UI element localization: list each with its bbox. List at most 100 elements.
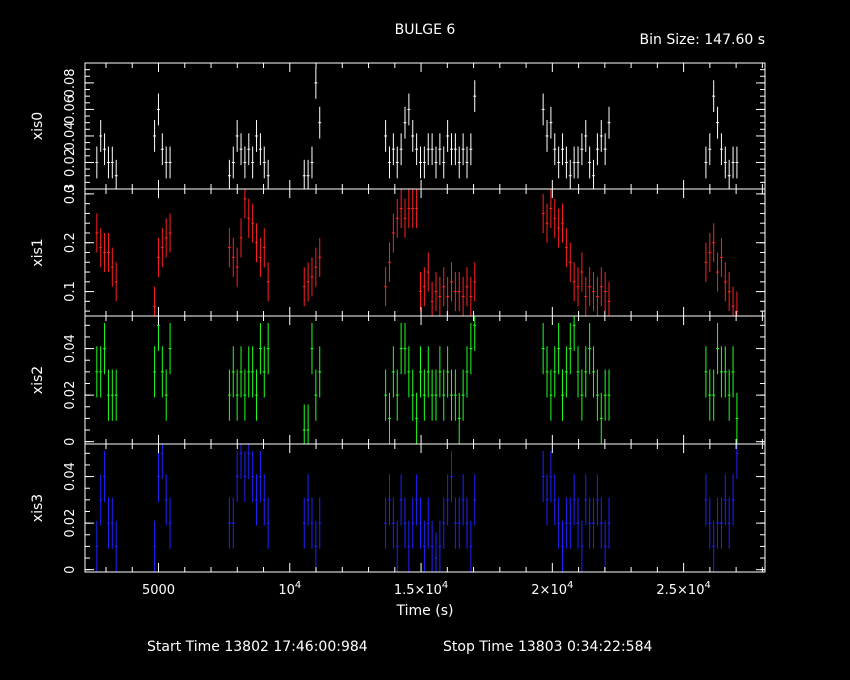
data-point	[388, 392, 391, 444]
data-point	[457, 146, 461, 179]
data-point	[258, 237, 262, 277]
data-point	[243, 450, 247, 503]
panel-label: xis2	[30, 366, 46, 394]
data-point	[446, 474, 450, 526]
data-point	[603, 133, 607, 166]
data-point	[580, 133, 584, 166]
data-point	[231, 497, 235, 549]
data-point	[153, 346, 157, 398]
data-point	[541, 93, 545, 126]
data-point	[568, 242, 572, 282]
data-point	[434, 532, 438, 572]
data-point	[231, 237, 235, 277]
data-point	[473, 474, 477, 526]
data-point	[580, 252, 584, 292]
data-point	[708, 133, 712, 166]
data-point	[157, 93, 160, 126]
y-tick-label: 0.02	[63, 148, 78, 177]
data-point	[553, 346, 557, 398]
data-point	[114, 262, 118, 302]
data-point	[239, 346, 243, 398]
data-point	[99, 120, 103, 152]
data-point	[595, 474, 599, 526]
data-point	[235, 120, 239, 152]
data-point	[399, 133, 403, 166]
data-point	[588, 497, 592, 549]
data-point	[430, 520, 434, 572]
data-point	[549, 106, 553, 139]
data-point	[592, 159, 595, 189]
data-point	[422, 146, 426, 179]
data-point	[247, 198, 251, 238]
data-point	[395, 520, 399, 572]
bin-size-label: Bin Size: 147.60 s	[640, 32, 765, 48]
data-point	[160, 228, 164, 268]
data-point	[727, 369, 731, 421]
data-point	[262, 146, 266, 179]
data-point	[239, 133, 243, 166]
data-point	[235, 450, 239, 503]
x-tick-labels: 5000 104 1.5×104 2×104 2.5×104	[142, 580, 711, 598]
data-point	[262, 228, 266, 268]
data-point	[549, 189, 553, 229]
data-point	[595, 369, 599, 421]
data-point	[603, 272, 607, 312]
data-point	[99, 346, 103, 398]
data-point	[592, 497, 595, 549]
data-point	[723, 146, 727, 179]
data-point	[310, 146, 314, 179]
data-point	[103, 450, 107, 503]
data-point	[243, 189, 247, 219]
data-point	[588, 146, 592, 179]
data-point	[450, 133, 453, 166]
data-point	[438, 520, 442, 572]
data-point	[395, 198, 399, 238]
data-point	[557, 146, 561, 179]
data-point	[168, 322, 172, 375]
data-point	[415, 189, 419, 229]
data-point	[723, 262, 727, 302]
data-point	[415, 392, 419, 444]
data-point	[422, 520, 426, 572]
y-tick-label: 0.04	[63, 334, 78, 363]
data-point	[731, 474, 735, 526]
data-point	[461, 133, 465, 166]
panel-xis1: 0.1 0.2 0.3 xis1	[30, 184, 766, 317]
data-point	[561, 133, 564, 166]
data-point	[541, 450, 545, 503]
data-point	[399, 474, 403, 526]
data-point	[541, 193, 545, 233]
data-point	[731, 146, 735, 179]
data-point	[599, 120, 603, 152]
data-point	[314, 369, 318, 421]
data-point	[469, 133, 473, 166]
y-tick-label: 0.1	[63, 281, 78, 302]
data-point	[704, 242, 708, 282]
data-point	[708, 497, 712, 549]
data-point	[103, 322, 107, 375]
xis3-points	[95, 444, 739, 572]
data-point	[576, 346, 580, 398]
data-point	[391, 213, 395, 253]
data-point	[599, 392, 603, 444]
x-tick-label: 5000	[142, 583, 175, 598]
data-point	[314, 247, 318, 287]
data-point	[716, 252, 719, 292]
data-point	[723, 474, 727, 526]
data-point	[568, 159, 572, 189]
data-point	[157, 237, 160, 277]
data-point	[422, 369, 426, 421]
data-point	[160, 133, 164, 166]
data-point	[549, 450, 553, 503]
data-point	[727, 497, 731, 549]
data-point	[545, 120, 549, 152]
data-point	[314, 66, 318, 99]
data-point	[95, 520, 99, 572]
data-point	[446, 346, 450, 398]
data-point	[426, 252, 430, 292]
x-tick-label: 104	[278, 580, 301, 598]
data-point	[411, 120, 415, 152]
data-point	[453, 272, 457, 312]
data-point	[157, 450, 160, 503]
data-point	[314, 520, 318, 572]
